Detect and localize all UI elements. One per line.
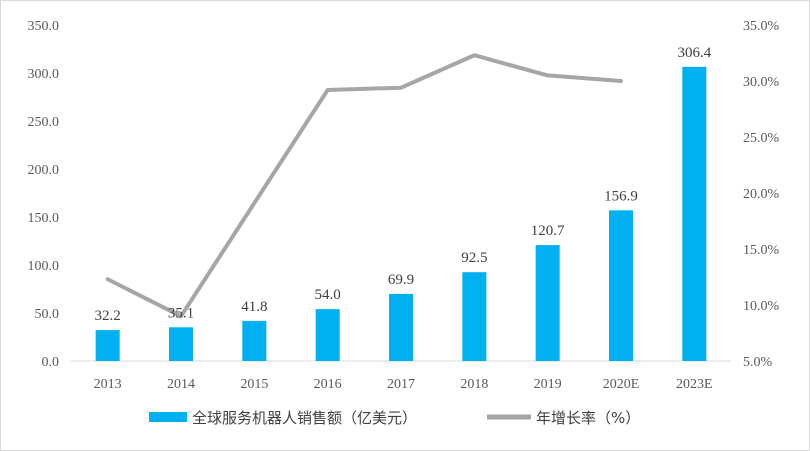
left-tick-label: 150.0	[28, 211, 60, 226]
bar-value-label: 41.8	[241, 299, 267, 315]
legend-bar-swatch	[149, 412, 187, 422]
bar-value-label: 32.2	[95, 308, 121, 324]
bar-2023E	[682, 66, 707, 361]
left-tick-label: 100.0	[28, 259, 60, 274]
right-tick-label: 20.0%	[743, 187, 780, 202]
bar-value-label: 35.1	[168, 305, 194, 321]
x-tick-label: 2023E	[676, 377, 713, 392]
bar-value-label: 120.7	[531, 223, 565, 239]
legend-item-line: 年增长率（%）	[487, 409, 640, 427]
bar-series	[95, 66, 707, 361]
x-tick-label: 2015	[240, 377, 268, 392]
x-tick-label: 2018	[460, 377, 488, 392]
left-tick-label: 0.0	[42, 355, 60, 370]
left-axis-ticks: 0.0 50.0 100.0 150.0 200.0 250.0 300.0 350.0	[28, 19, 60, 370]
bar-value-label: 156.9	[604, 188, 638, 204]
bar-2019	[535, 245, 560, 361]
x-tick-label: 2014	[167, 377, 195, 392]
bar-2015	[242, 320, 267, 361]
legend: 全球服务机器人销售额（亿美元） 年增长率（%）	[149, 409, 640, 427]
right-tick-label: 15.0%	[743, 243, 780, 258]
bar-value-label: 92.5	[461, 250, 487, 266]
x-tick-label: 2016	[314, 377, 342, 392]
x-tick-label: 2019	[534, 377, 562, 392]
x-tick-label: 2013	[94, 377, 122, 392]
bar-2016	[315, 309, 340, 361]
legend-line-label: 年增长率（%）	[536, 409, 640, 427]
left-tick-label: 350.0	[28, 19, 60, 34]
legend-item-bar: 全球服务机器人销售额（亿美元）	[149, 409, 417, 427]
right-axis-ticks: 5.0% 10.0% 15.0% 20.0% 25.0% 30.0% 35.0%	[743, 19, 780, 370]
right-tick-label: 5.0%	[743, 355, 773, 370]
right-tick-label: 30.0%	[743, 75, 780, 90]
bar-2018	[462, 272, 487, 361]
right-tick-label: 35.0%	[743, 19, 780, 34]
left-tick-label: 50.0	[35, 307, 60, 322]
x-tick-label: 2020E	[603, 377, 640, 392]
x-tick-label: 2017	[387, 377, 415, 392]
right-tick-label: 10.0%	[743, 299, 780, 314]
bar-value-label: 69.9	[388, 272, 414, 288]
legend-bar-label: 全球服务机器人销售额（亿美元）	[192, 409, 417, 427]
left-tick-label: 300.0	[28, 67, 60, 82]
x-axis-ticks: 2013 2014 2015 2016 2017 2018 2019 2020E 2023E	[94, 377, 713, 392]
left-tick-label: 200.0	[28, 163, 60, 178]
bar-data-labels: 32.2 35.1 41.8 54.0 69.9 92.5 120.7 156.9 306.4	[95, 45, 712, 324]
bar-value-label: 54.0	[315, 287, 341, 303]
line-series	[105, 53, 623, 319]
bar-2017	[389, 293, 413, 361]
growth-rate-line	[105, 53, 623, 319]
bar-2020E	[609, 210, 633, 361]
bar-value-label: 306.4	[677, 45, 711, 61]
right-tick-label: 25.0%	[743, 131, 780, 146]
bar-2014	[169, 327, 193, 361]
bar-2013	[95, 330, 120, 361]
left-tick-label: 250.0	[28, 115, 60, 130]
